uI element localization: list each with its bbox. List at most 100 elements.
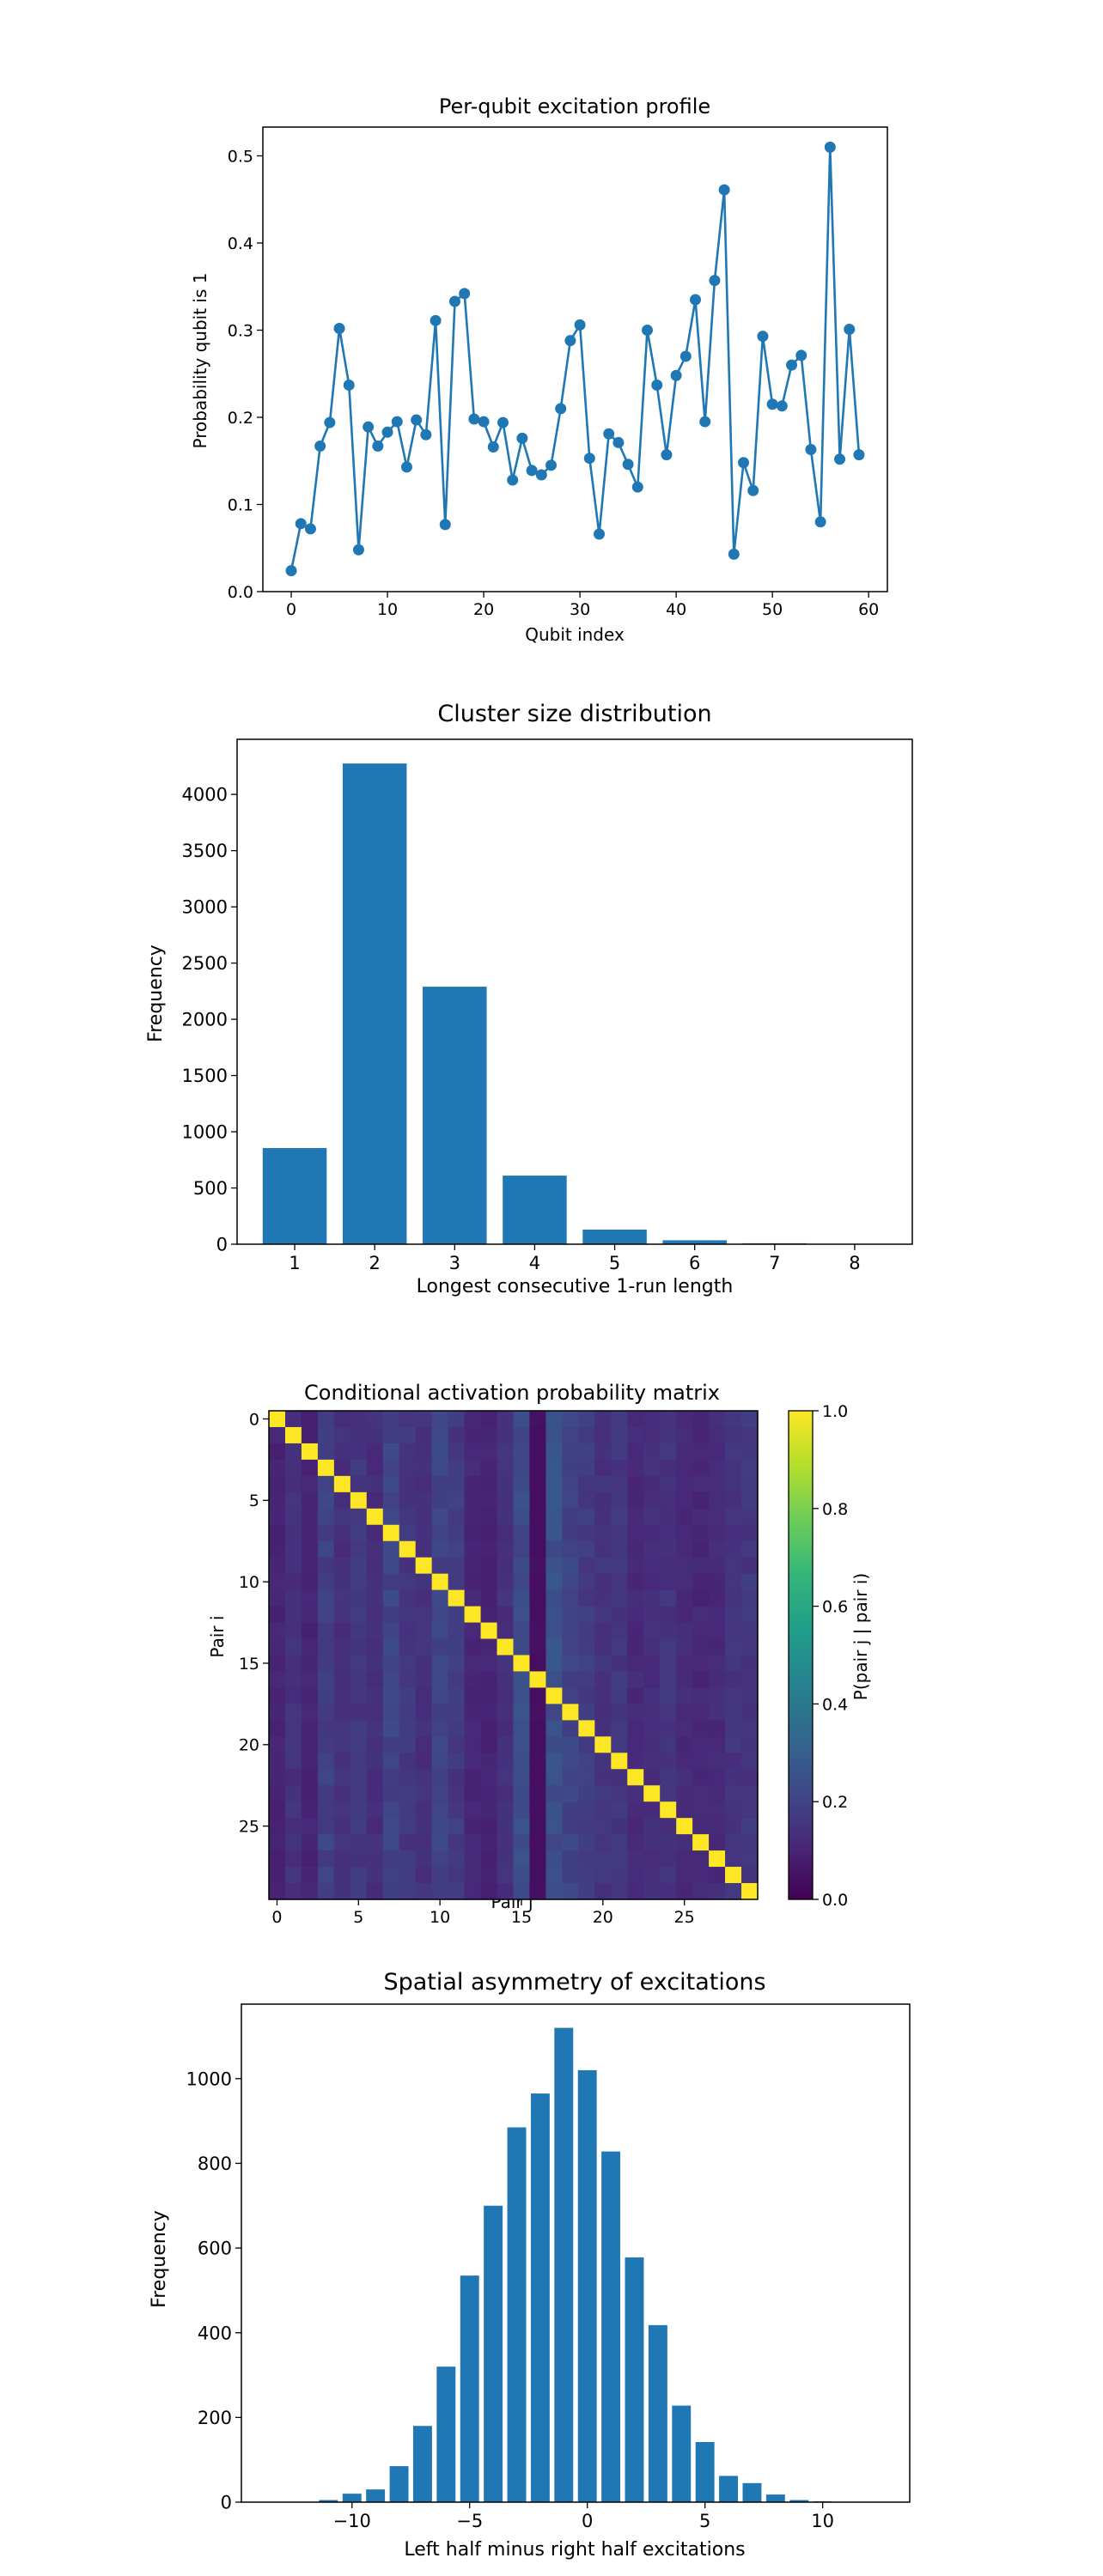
- heatmap-cell: [350, 1606, 368, 1624]
- heatmap-cell: [643, 1785, 661, 1802]
- heatmap-cell: [692, 1671, 710, 1689]
- heatmap-cell: [284, 1638, 302, 1656]
- heatmap-cell: [709, 1622, 726, 1640]
- heatmap-cell: [562, 1638, 579, 1656]
- heatmap-cell: [480, 1411, 498, 1428]
- bar: [262, 1148, 327, 1244]
- heatmap-cell: [545, 1622, 563, 1640]
- heatmap-cell: [399, 1589, 417, 1607]
- heatmap-cell: [692, 1557, 710, 1575]
- heatmap-cell: [382, 1704, 400, 1721]
- heatmap-cell: [366, 1540, 384, 1558]
- heatmap-cell: [350, 1622, 368, 1640]
- plot-area: −10 −5 0 5 10 0 200 400 600 800 1000: [186, 2003, 911, 2531]
- heatmap-cell: [545, 1655, 563, 1673]
- y-tick-label: 1000: [182, 1122, 228, 1143]
- colorbar-tick-label: 0.8: [822, 1500, 848, 1519]
- heatmap-cell: [709, 1475, 726, 1493]
- data-point: [333, 322, 345, 334]
- bar: [577, 2069, 597, 2502]
- heatmap-cell: [725, 1411, 742, 1428]
- heatmap-cell: [350, 1704, 368, 1721]
- heatmap-cell: [399, 1671, 417, 1689]
- heatmap-cell: [415, 1540, 433, 1558]
- heatmap-cell: [333, 1540, 351, 1558]
- heatmap-cell: [692, 1475, 710, 1493]
- heatmap-cell: [545, 1704, 563, 1721]
- heatmap-cell: [415, 1508, 433, 1526]
- heatmap-cell: [676, 1411, 693, 1428]
- heatmap-cell: [497, 1687, 515, 1704]
- heatmap-cell: [497, 1508, 515, 1526]
- heatmap-cell: [709, 1443, 726, 1461]
- heatmap-cell: [660, 1606, 677, 1624]
- heatmap-cell: [284, 1459, 302, 1477]
- plot-area: 0 10 20 30 40 50 60 0.0 0.1 0.2 0.3 0.4 0.5: [228, 126, 888, 619]
- heatmap-cell: [399, 1622, 417, 1640]
- heatmap-cell: [545, 1736, 563, 1753]
- heatmap-cell: [448, 1622, 466, 1640]
- heatmap-cell: [545, 1834, 563, 1851]
- heatmap-cell: [382, 1867, 400, 1884]
- heatmap-cell: [660, 1769, 677, 1786]
- heatmap-cell: [317, 1589, 335, 1607]
- heatmap-cell: [545, 1426, 563, 1444]
- heatmap-cell: [366, 1801, 384, 1819]
- heatmap-cell: [415, 1785, 433, 1802]
- heatmap-cell: [643, 1687, 661, 1704]
- heatmap-cell: [399, 1508, 417, 1526]
- heatmap-cell: [366, 1475, 384, 1493]
- heatmap-cell: [660, 1411, 677, 1428]
- heatmap-cell: [611, 1785, 628, 1802]
- heatmap-cell: [594, 1492, 612, 1510]
- x-tick-label: −5: [456, 2511, 483, 2531]
- x-tick-label: 60: [858, 600, 879, 619]
- heatmap-cell: [382, 1524, 400, 1542]
- heatmap-cell: [317, 1801, 335, 1819]
- heatmap-cell: [269, 1769, 286, 1786]
- heatmap-cell: [350, 1443, 368, 1461]
- heatmap-cell: [415, 1753, 433, 1770]
- heatmap-cell: [725, 1736, 742, 1753]
- heatmap-cell: [269, 1508, 286, 1526]
- data-point: [603, 428, 615, 440]
- heatmap-cell: [676, 1801, 693, 1819]
- heatmap-cell: [709, 1638, 726, 1656]
- data-point: [381, 426, 393, 438]
- heatmap-cell: [317, 1411, 335, 1428]
- heatmap-cell: [350, 1883, 368, 1900]
- heatmap-cell: [611, 1736, 628, 1753]
- heatmap-cell: [627, 1850, 644, 1868]
- heatmap-cell: [301, 1818, 319, 1835]
- heatmap-cell: [366, 1769, 384, 1786]
- heatmap-cell: [692, 1606, 710, 1624]
- heatmap-cell: [464, 1443, 482, 1461]
- heatmap-cell: [643, 1524, 661, 1542]
- y-tick-label: 0.1: [228, 495, 253, 514]
- heatmap-cell: [627, 1720, 644, 1737]
- heatmap-cell: [448, 1850, 466, 1868]
- heatmap-cell: [333, 1671, 351, 1689]
- heatmap-cell: [480, 1638, 498, 1656]
- heatmap-cell: [741, 1426, 759, 1444]
- data-point: [661, 449, 673, 461]
- heatmap-cell: [497, 1753, 515, 1770]
- heatmap-cell: [317, 1540, 335, 1558]
- heatmap-cell: [480, 1557, 498, 1575]
- y-tick-label: 200: [198, 2408, 232, 2428]
- data-point: [478, 416, 490, 428]
- heatmap-cell: [301, 1753, 319, 1770]
- heatmap-cell: [611, 1524, 628, 1542]
- y-tick-label: 0: [216, 1235, 228, 1255]
- heatmap-cell: [676, 1720, 693, 1737]
- heatmap-cell: [545, 1524, 563, 1542]
- heatmap-cell: [513, 1459, 531, 1477]
- heatmap-cell: [431, 1411, 449, 1428]
- heatmap-cell: [545, 1850, 563, 1868]
- heatmap-cell: [513, 1475, 531, 1493]
- heatmap-cell: [284, 1475, 302, 1493]
- heatmap-cell: [333, 1753, 351, 1770]
- heatmap-cell: [660, 1736, 677, 1753]
- heatmap-cell: [366, 1687, 384, 1704]
- heatmap-cell: [709, 1459, 726, 1477]
